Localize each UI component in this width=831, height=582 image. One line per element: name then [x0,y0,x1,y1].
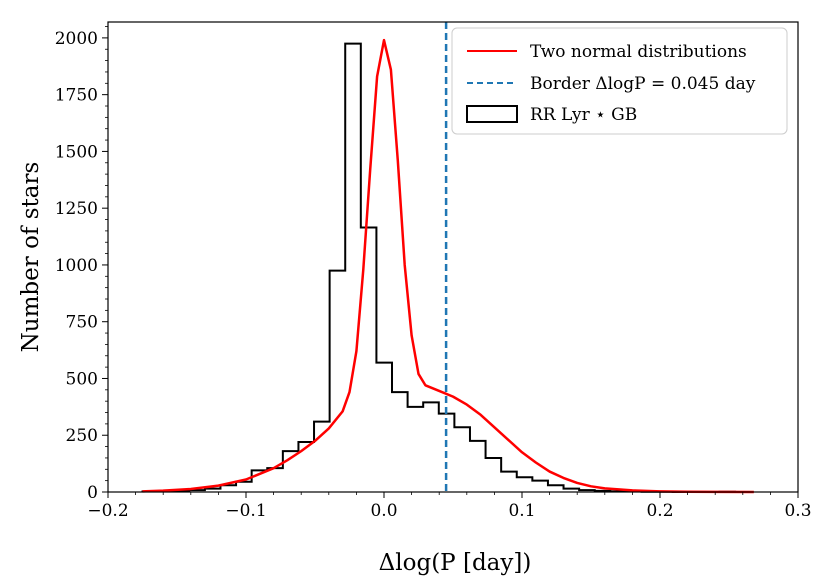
histogram-bar [376,362,393,492]
histogram-bar [469,440,486,492]
histogram-bar [204,488,221,492]
histogram-bar [423,402,439,492]
histogram-bar [298,442,315,492]
histogram-bar [532,480,548,492]
x-tick-label: 0.3 [784,501,811,521]
histogram-bar [501,471,517,492]
y-tick-label: 250 [66,426,98,446]
histogram-bar [329,270,346,492]
x-tick-label: 0.1 [508,501,535,521]
y-tick-label: 500 [66,369,98,389]
legend-histogram-swatch [466,105,518,123]
x-tick-label: 0.2 [646,501,673,521]
x-tick-label: −0.1 [225,501,266,521]
histogram-bar [563,488,580,492]
x-tick-label: 0.0 [370,501,397,521]
y-tick-label: 750 [66,313,98,333]
x-axis-label: Δlog(P [day]) [379,550,532,576]
fit-curve [142,38,754,494]
histogram-bar [407,406,424,492]
histogram-bar [314,421,330,492]
histogram-bar [345,43,361,493]
histogram-bar [360,227,377,492]
axes-frame [107,21,799,493]
y-tick-label: 0 [87,483,98,503]
legend-curve-label: Two normal distributions [530,42,747,62]
plot-area [141,22,754,494]
histogram-bar [547,485,564,492]
histogram-bar [454,427,470,492]
y-tick-label: 2000 [55,29,98,49]
legend-frame [451,27,788,135]
legend-border-label: Border ΔlogP = 0.045 day [530,74,756,94]
histogram-bar [220,485,237,492]
y-tick-label: 1500 [55,142,98,162]
y-tick-label: 1250 [55,199,98,219]
histogram-bar [267,468,283,492]
y-axis-label: Number of stars [18,162,44,353]
histogram-bar [516,477,533,492]
histogram-bar [392,392,408,492]
legend-histogram-label: RR Lyr ⋆ GB [530,105,637,125]
y-tick-label: 1750 [55,86,98,106]
legend: Two normal distributions Border ΔlogP = … [451,27,788,135]
histogram-bar [485,457,502,492]
x-tick-label: −0.2 [87,501,128,521]
histogram-bar [236,481,252,492]
y-tick-label: 1000 [55,256,98,276]
axes: −0.2 −0.1 0.0 0.1 0.2 0.3 0 250 500 750 1000 1250 15… [55,21,812,521]
